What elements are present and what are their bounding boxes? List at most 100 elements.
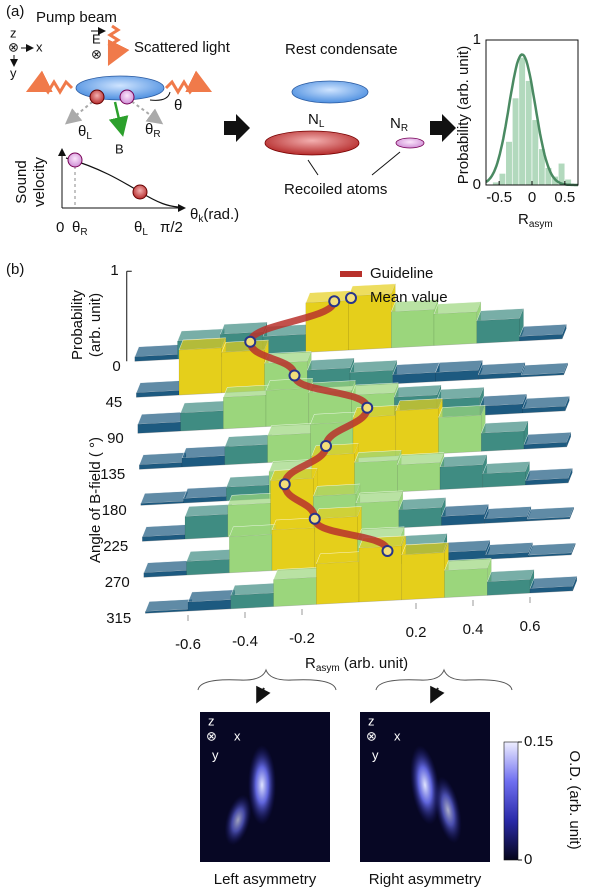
bar [523, 432, 572, 450]
bar-front [433, 311, 477, 346]
bar [180, 400, 228, 432]
axis-y: y [372, 747, 379, 762]
symbol: R [518, 211, 529, 228]
n-r-label: NR [390, 115, 408, 134]
theta-r-label: θR [145, 121, 161, 140]
block-arrow [430, 114, 456, 142]
bar [477, 362, 526, 380]
tick-label: 0 [56, 219, 64, 236]
bar [315, 551, 364, 605]
subscript: L [86, 131, 92, 142]
bar-front [487, 579, 531, 596]
tick-label: π/2 [160, 219, 183, 236]
cross-symbol: ⊗ [366, 728, 377, 743]
histogram-bar [505, 141, 513, 186]
angle-tick-label: 0 [112, 358, 120, 375]
bar-front [267, 433, 311, 463]
axis-title: Sound [13, 160, 30, 203]
atom [67, 152, 83, 168]
x-axis-title: Rasym (arb. unit) [305, 655, 408, 674]
bar-front [484, 516, 528, 524]
mean-point [288, 369, 301, 382]
bar [143, 560, 191, 578]
bar [519, 324, 567, 342]
bar [222, 384, 271, 430]
bar-front [178, 347, 223, 396]
brace [375, 668, 513, 691]
subscript: L [142, 227, 148, 238]
legend-swatch [345, 292, 357, 304]
bar-front [520, 372, 564, 378]
bar [221, 339, 269, 394]
bar-front [441, 514, 485, 526]
angle-arc [149, 91, 171, 101]
axis-x: x [36, 39, 43, 54]
bar-front [528, 552, 572, 558]
colorbar-tick-label: 0 [524, 851, 532, 868]
axis-title: velocity [31, 156, 48, 207]
bar-front [181, 455, 226, 468]
x-tick-label: 0.2 [406, 624, 427, 641]
x-tick-label: 0.5 [554, 189, 575, 206]
angle-tick-label: 135 [100, 466, 125, 483]
cloud [248, 745, 276, 825]
colorbar-bar [503, 741, 519, 861]
bar [187, 589, 236, 612]
bar [144, 598, 193, 614]
cross-symbol: ⊗ [8, 39, 19, 54]
atom [89, 89, 105, 105]
bar [354, 450, 402, 495]
bar-front [481, 430, 525, 452]
bar-front [224, 444, 268, 466]
dispersion-curve [65, 157, 179, 208]
angle-tick-label: 90 [107, 430, 124, 447]
bar [483, 506, 532, 524]
colorbar: 00.15 [503, 733, 553, 868]
bar-front [435, 370, 479, 382]
axis-z: z [368, 713, 375, 728]
bar-front [355, 500, 399, 531]
bar [520, 362, 569, 378]
bar-front [482, 471, 526, 488]
theta-label: θ [174, 97, 182, 114]
recoiled-cloud [264, 130, 360, 156]
y-axis-title: Probability (arb. unit) [455, 46, 472, 184]
bar [224, 434, 272, 466]
recoiled-atoms-label: Recoiled atoms [284, 181, 387, 198]
panel-label: (a) [6, 3, 24, 20]
bar [525, 468, 573, 486]
bar [181, 445, 230, 468]
bar [442, 540, 491, 562]
cloud [224, 794, 252, 846]
histogram-bar [525, 80, 533, 186]
bar [433, 301, 482, 346]
pointer-line [307, 159, 319, 176]
bar [435, 360, 483, 382]
scatter-wave [164, 70, 213, 95]
colorbar-tick-label: 0.15 [524, 733, 553, 750]
panel-a: (a) Pump beam E ⊗ Scattered light z ⊗ x … [6, 3, 456, 238]
y-tick-label: 0 [473, 176, 481, 193]
bar-front [522, 406, 566, 414]
mean-point [278, 478, 291, 491]
pointer-arrow [430, 685, 445, 704]
bar [183, 486, 231, 504]
axis-z: z [10, 25, 17, 40]
subscript: R [153, 129, 160, 140]
mean-point [361, 401, 374, 414]
bar-front [523, 442, 567, 450]
scattered-light-label: Scattered light [134, 39, 231, 56]
bar [482, 461, 530, 488]
legend-label: Mean value [370, 289, 448, 306]
z-axis-title: Probability [69, 289, 86, 360]
x-tick-label: -0.5 [486, 189, 512, 206]
fit-curve [485, 53, 578, 187]
axis-x: x [394, 728, 401, 743]
bar [398, 497, 446, 529]
bar [480, 420, 529, 452]
bar [401, 542, 449, 601]
cloud [434, 776, 462, 844]
n-l-label: NL [308, 111, 325, 130]
unit: (arb. unit) [340, 655, 408, 672]
unit: (rad.) [203, 206, 239, 223]
